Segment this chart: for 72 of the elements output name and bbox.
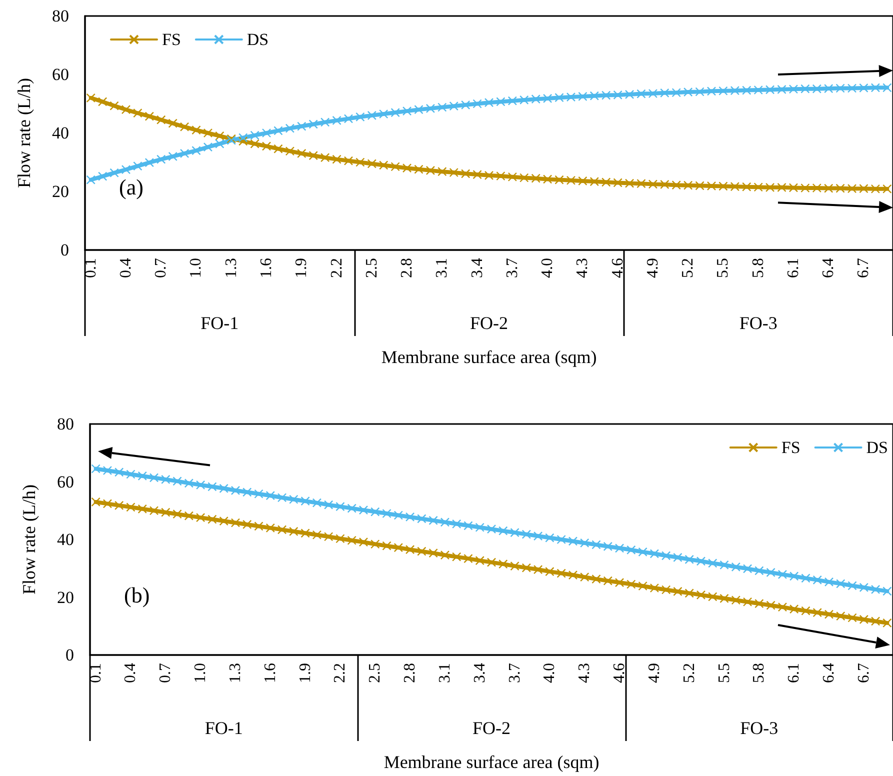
text: FO-3 — [739, 313, 778, 333]
text: FO-2 — [472, 718, 511, 738]
x-tick-label: 3.1 — [434, 258, 451, 278]
x-tick-label: 4.0 — [541, 663, 558, 683]
y-tick-label: 0 — [66, 646, 74, 664]
text: FO-3 — [740, 718, 778, 738]
x-tick-label: 2.5 — [366, 663, 384, 683]
text: FO-1 — [204, 718, 243, 738]
y-tick-label: 60 — [57, 472, 74, 492]
legend-label: FS — [162, 30, 181, 49]
x-tick-label: 3.4 — [468, 258, 486, 278]
y-axis-title: Flow rate (L/h) — [19, 484, 39, 594]
y-tick-label: 60 — [52, 65, 69, 84]
x-axis-title: Membrane surface area (sqm) — [384, 752, 600, 772]
x-tick-label: 5.8 — [750, 663, 768, 683]
x-tick-label: 4.0 — [539, 258, 556, 278]
annotation: (a) — [119, 174, 144, 200]
x-tick-label: 2.2 — [328, 258, 346, 278]
y-tick-label: 40 — [52, 124, 69, 142]
y-tick-label: 20 — [52, 182, 69, 201]
x-tick-label: 5.8 — [750, 258, 767, 278]
annotation: (b) — [124, 582, 150, 608]
y-tick-label: 80 — [52, 6, 69, 26]
text: FO-1 — [200, 313, 239, 333]
x-tick-label: 1.0 — [192, 663, 210, 683]
x-tick-label: 3.7 — [504, 258, 521, 278]
x-tick-label: 0.1 — [82, 258, 100, 278]
x-tick-label: 4.9 — [644, 258, 662, 278]
x-tick-label: 6.1 — [786, 663, 803, 683]
x-tick-label: 1.0 — [188, 258, 205, 278]
x-tick-label: 6.4 — [820, 258, 838, 278]
x-tick-label: 2.2 — [332, 663, 349, 683]
x-tick-label: 4.6 — [609, 258, 626, 278]
x-tick-label: 1.6 — [258, 258, 276, 278]
x-tick-label: 5.5 — [716, 663, 733, 683]
x-tick-label: 5.2 — [680, 663, 698, 683]
text: FO-2 — [470, 313, 508, 333]
x-tick-label: 6.7 — [855, 663, 872, 683]
x-tick-label: 2.8 — [402, 663, 419, 683]
legend-label: DS — [246, 30, 269, 49]
x-tick-label: 1.3 — [222, 258, 240, 278]
x-tick-label: 3.1 — [436, 663, 454, 683]
y-tick-label: 80 — [57, 414, 74, 434]
x-tick-label: 0.7 — [152, 258, 170, 278]
x-tick-label: 5.2 — [680, 258, 697, 278]
y-axis-title: Flow rate (L/h) — [14, 78, 34, 188]
x-tick-label: 4.6 — [611, 663, 628, 683]
x-tick-label: 1.9 — [296, 663, 314, 683]
x-tick-label: 1.9 — [293, 258, 310, 278]
y-tick-label: 0 — [60, 240, 69, 260]
x-tick-label: 6.7 — [855, 258, 872, 278]
x-tick-label: 4.3 — [574, 258, 592, 278]
x-tick-label: 3.4 — [471, 663, 488, 683]
x-tick-label: 1.6 — [262, 663, 279, 683]
y-tick-label: 40 — [57, 530, 74, 549]
x-tick-label: 0.4 — [117, 258, 134, 278]
x-tick-label: 3.7 — [506, 663, 524, 683]
x-tick-label: 6.4 — [820, 663, 838, 683]
x-tick-label: 5.5 — [714, 258, 732, 278]
x-axis-title: Membrane surface area (sqm) — [381, 347, 597, 367]
x-tick-label: 2.8 — [398, 258, 416, 278]
x-tick-label: 0.1 — [87, 663, 104, 683]
x-tick-label: 4.3 — [576, 663, 594, 683]
x-tick-label: 6.1 — [784, 258, 802, 278]
x-tick-label: 0.7 — [157, 663, 174, 683]
x-tick-label: 2.5 — [363, 258, 380, 278]
legend-label: FS — [781, 438, 800, 457]
x-tick-label: 1.3 — [226, 663, 244, 683]
legend-label: DS — [866, 438, 888, 457]
y-tick-label: 20 — [57, 588, 74, 607]
x-tick-label: 4.9 — [646, 663, 663, 683]
x-tick-label: 0.4 — [122, 663, 140, 683]
